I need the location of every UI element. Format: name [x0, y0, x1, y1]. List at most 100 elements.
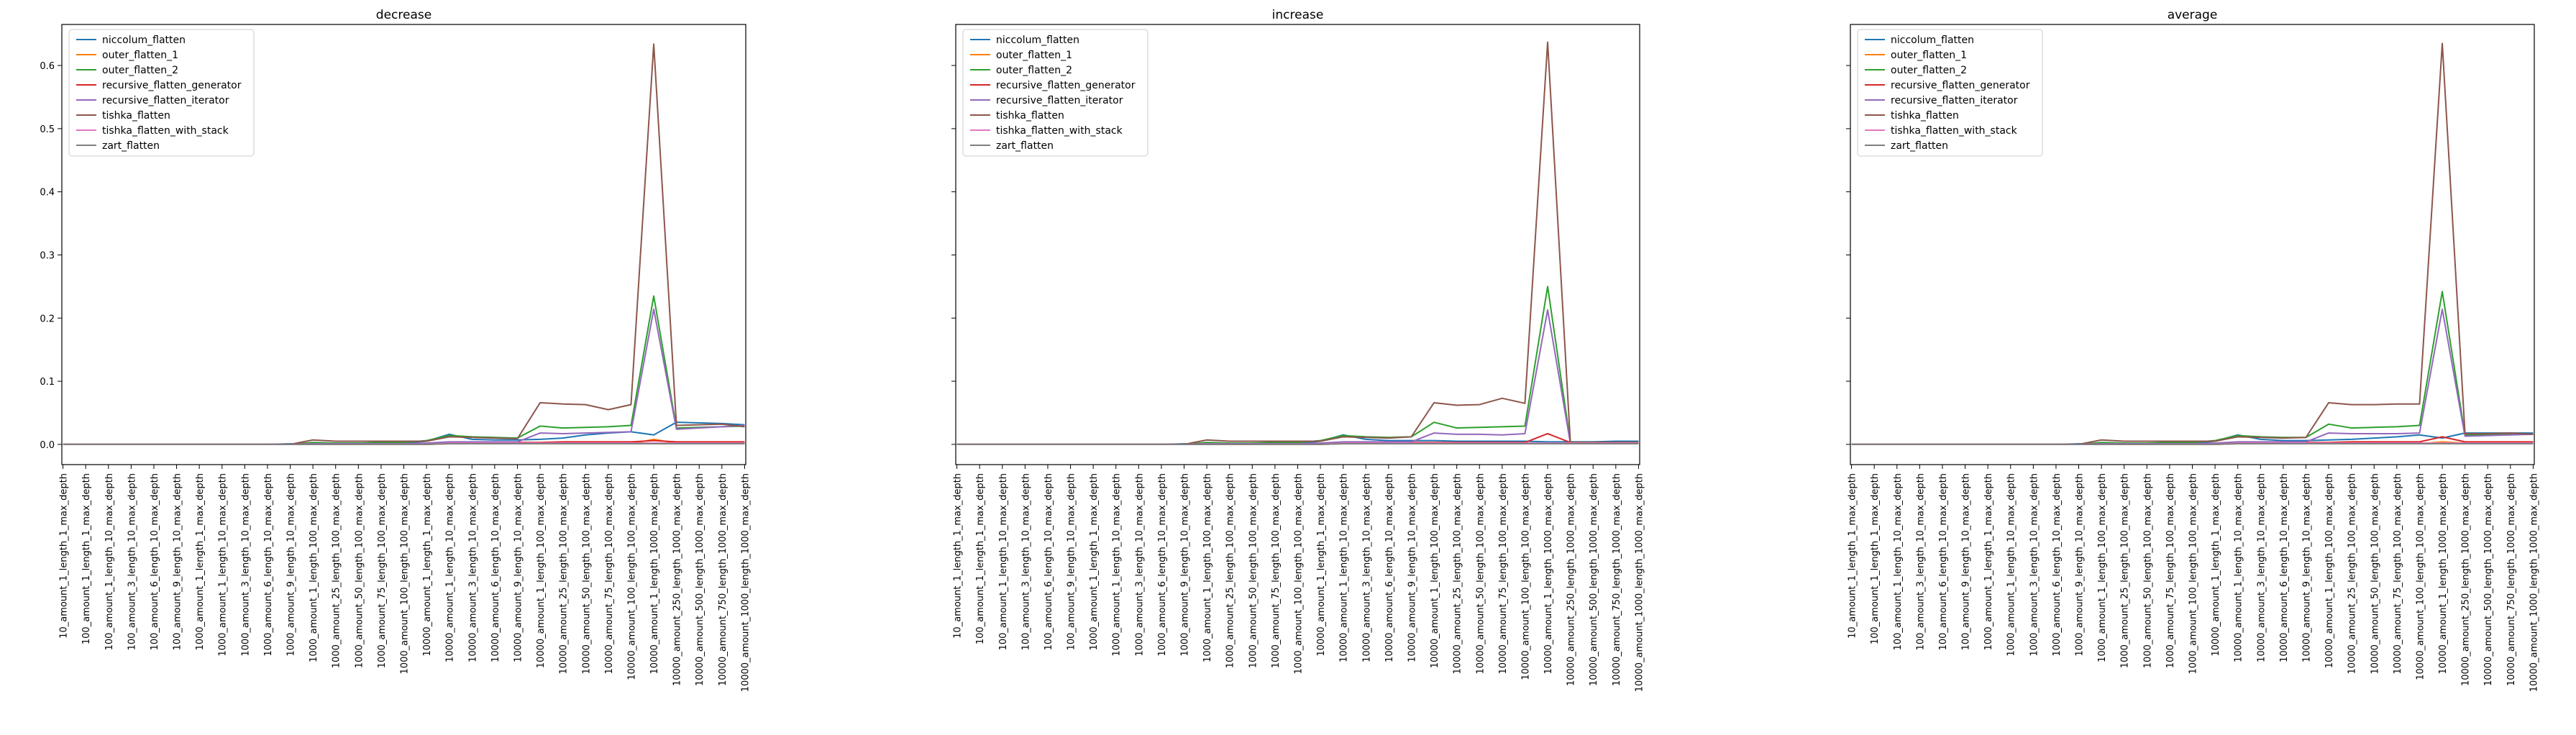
x-tick-label: 10000_amount_3_length_10_max_depth: [2256, 473, 2267, 662]
chart-panel-decrease: decrease 0.0 0.1 0.2 0.3 0.4 0.5 0.6 10_amount_1…: [40, 8, 751, 692]
legend-label: recursive_flatten_generator: [102, 80, 242, 91]
x-tick-label: 100_amount_6_length_10_max_depth: [1043, 473, 1054, 650]
legend-label: tishka_flatten: [996, 110, 1064, 122]
x-tick-label: 1000_amount_1_length_10_max_depth: [2006, 473, 2017, 657]
x-tick-label: 100_amount_3_length_10_max_depth: [1020, 473, 1031, 650]
legend-label: zart_flatten: [996, 140, 1054, 152]
x-tick-label: 100_amount_6_length_10_max_depth: [150, 473, 160, 650]
chart-title: increase: [1272, 8, 1324, 22]
x-tick-label: 1000_amount_25_length_100_max_depth: [2120, 473, 2131, 668]
chart-panel-average: average 10_amount_1_length_1_max_depth 100…: [1846, 8, 2539, 692]
legend-label: recursive_flatten_generator: [996, 80, 1136, 91]
legend-label: outer_flatten_1: [996, 50, 1072, 61]
x-tick-label: 10000_amount_25_length_100_max_depth: [1453, 473, 1463, 674]
x-tick-label: 1000_amount_50_length_100_max_depth: [1248, 473, 1259, 668]
x-tick-label: 1000_amount_1_length_100_max_depth: [309, 473, 319, 662]
x-tick-label: 10000_amount_9_length_10_max_depth: [2301, 473, 2312, 662]
x-tick-label: 10000_amount_100_length_100_max_depth: [2415, 473, 2426, 680]
legend-label: tishka_flatten: [1891, 110, 1959, 122]
x-tick-label: 1000_amount_25_length_100_max_depth: [1225, 473, 1236, 668]
x-tick-label: 10000_amount_6_length_10_max_depth: [1384, 473, 1395, 662]
x-tick-label: 10000_amount_1000_length_1000_max_depth: [740, 473, 751, 692]
legend-label: tishka_flatten_with_stack: [1891, 125, 2018, 137]
x-tick-label: 100_amount_9_length_10_max_depth: [173, 473, 183, 650]
x-tick-label: 10000_amount_1_length_1000_max_depth: [1543, 473, 1554, 674]
x-tick-label: 10000_amount_25_length_100_max_depth: [2347, 473, 2358, 674]
x-tick-label: 10000_amount_1_length_1000_max_depth: [2438, 473, 2449, 674]
legend-label: outer_flatten_2: [102, 65, 178, 76]
axes-frame: [61, 24, 746, 465]
x-tick-label: 1000_amount_3_length_10_max_depth: [240, 473, 251, 657]
x-tick-label: 10000_amount_1_length_10_max_depth: [445, 473, 456, 662]
series-line-recursive_flatten_iterator: [1851, 309, 2534, 445]
legend-label: tishka_flatten_with_stack: [996, 125, 1123, 137]
x-tick-label: 1000_amount_100_length_100_max_depth: [2188, 473, 2199, 674]
x-tick-label: 1000_amount_1_length_1_max_depth: [1089, 473, 1100, 650]
x-tick-label: 100_amount_1_length_1_max_depth: [1870, 473, 1881, 644]
x-tick-label: 10000_amount_750_length_1000_max_depth: [1612, 473, 1622, 686]
legend-label: tishka_flatten: [102, 110, 170, 122]
x-tick-label: 10000_amount_100_length_100_max_depth: [1520, 473, 1531, 680]
x-tick-label: 100_amount_1_length_1_max_depth: [975, 473, 986, 644]
legend-label: recursive_flatten_generator: [1891, 80, 2030, 91]
x-tick-label: 10000_amount_3_length_10_max_depth: [1361, 473, 1372, 662]
x-tick-label: 10000_amount_6_length_10_max_depth: [2279, 473, 2290, 662]
x-tick-label: 10000_amount_500_length_1000_max_depth: [695, 473, 705, 686]
x-tick-label: 1000_amount_6_length_10_max_depth: [1157, 473, 1168, 657]
x-tick-label: 10000_amount_1_length_1000_max_depth: [649, 473, 660, 674]
x-tick-label: 10000_amount_6_length_10_max_depth: [490, 473, 501, 662]
x-tick-label: 10000_amount_9_length_10_max_depth: [513, 473, 524, 662]
legend-box: [962, 29, 1148, 157]
x-tick-label: 1000_amount_1_length_100_max_depth: [2097, 473, 2108, 662]
legend-label: zart_flatten: [1891, 140, 1948, 152]
y-tick-label: 0.0: [40, 440, 55, 451]
legend-label: niccolum_flatten: [996, 35, 1079, 46]
legend-label: niccolum_flatten: [1891, 35, 1974, 46]
x-tick-label: 10000_amount_50_length_100_max_depth: [581, 473, 592, 674]
legend-box: [1857, 29, 2043, 157]
x-tick-label: 1000_amount_50_length_100_max_depth: [354, 473, 365, 668]
legend-label: recursive_flatten_iterator: [102, 95, 229, 106]
x-tick-label: 1000_amount_1_length_10_max_depth: [218, 473, 229, 657]
x-tick-label: 10000_amount_1000_length_1000_max_depth: [2529, 473, 2539, 692]
legend-label: zart_flatten: [102, 140, 160, 152]
x-tick-label: 10000_amount_75_length_100_max_depth: [604, 473, 615, 674]
x-tick-label: 1000_amount_9_length_10_max_depth: [2075, 473, 2086, 657]
x-tick-label: 1000_amount_25_length_100_max_depth: [332, 473, 342, 668]
legend-label: outer_flatten_2: [996, 65, 1072, 76]
x-tick-label: 10000_amount_1_length_1_max_depth: [422, 473, 433, 657]
x-tick-label: 10000_amount_750_length_1000_max_depth: [2506, 473, 2517, 686]
legend-label: niccolum_flatten: [102, 35, 186, 46]
x-tick-label: 10000_amount_1_length_10_max_depth: [1339, 473, 1350, 662]
x-tick-label: 10_amount_1_length_1_max_depth: [1847, 473, 1858, 639]
legend-label: recursive_flatten_iterator: [1891, 95, 2018, 106]
x-tick-label: 10000_amount_3_length_10_max_depth: [467, 473, 478, 662]
x-tick-label: 100_amount_1_length_1_max_depth: [81, 473, 92, 644]
axes-frame: [1850, 24, 2535, 465]
x-tick-label: 100_amount_1_length_10_max_depth: [1893, 473, 1904, 650]
legend-label: outer_flatten_1: [1891, 50, 1967, 61]
y-tick-label: 0.5: [40, 124, 55, 135]
axes-frame: [955, 24, 1640, 465]
x-tick-label: 10000_amount_500_length_1000_max_depth: [1589, 473, 1599, 686]
x-tick-label: 10_amount_1_length_1_max_depth: [59, 473, 70, 639]
x-tick-label: 10000_amount_50_length_100_max_depth: [2370, 473, 2380, 674]
x-tick-label: 1000_amount_100_length_100_max_depth: [400, 473, 411, 674]
x-tick-label: 1000_amount_6_length_10_max_depth: [263, 473, 274, 657]
x-tick-label: 100_amount_1_length_10_max_depth: [104, 473, 115, 650]
x-tick-label: 10000_amount_250_length_1000_max_depth: [672, 473, 683, 686]
legend-label: outer_flatten_1: [102, 50, 178, 61]
x-tick-label: 10000_amount_1000_length_1000_max_depth: [1634, 473, 1645, 692]
y-tick-label: 0.2: [40, 314, 55, 324]
chart-panel-increase: increase 10_amount_1_length_1_max_depth 10…: [951, 8, 1645, 692]
x-tick-label: 10000_amount_75_length_100_max_depth: [1498, 473, 1509, 674]
x-tick-label: 10000_amount_1_length_100_max_depth: [1430, 473, 1440, 668]
x-tick-label: 1000_amount_9_length_10_max_depth: [1180, 473, 1191, 657]
x-tick-label: 1000_amount_100_length_100_max_depth: [1294, 473, 1305, 674]
y-tick-label: 0.3: [40, 250, 55, 261]
legend: niccolum_flatten outer_flatten_1 outer_fla…: [1857, 29, 2043, 157]
x-tick-label: 10000_amount_1_length_100_max_depth: [536, 473, 547, 668]
x-tick-label: 10_amount_1_length_1_max_depth: [953, 473, 964, 639]
chart-title: average: [2168, 8, 2218, 22]
legend-label: tishka_flatten_with_stack: [102, 125, 229, 137]
